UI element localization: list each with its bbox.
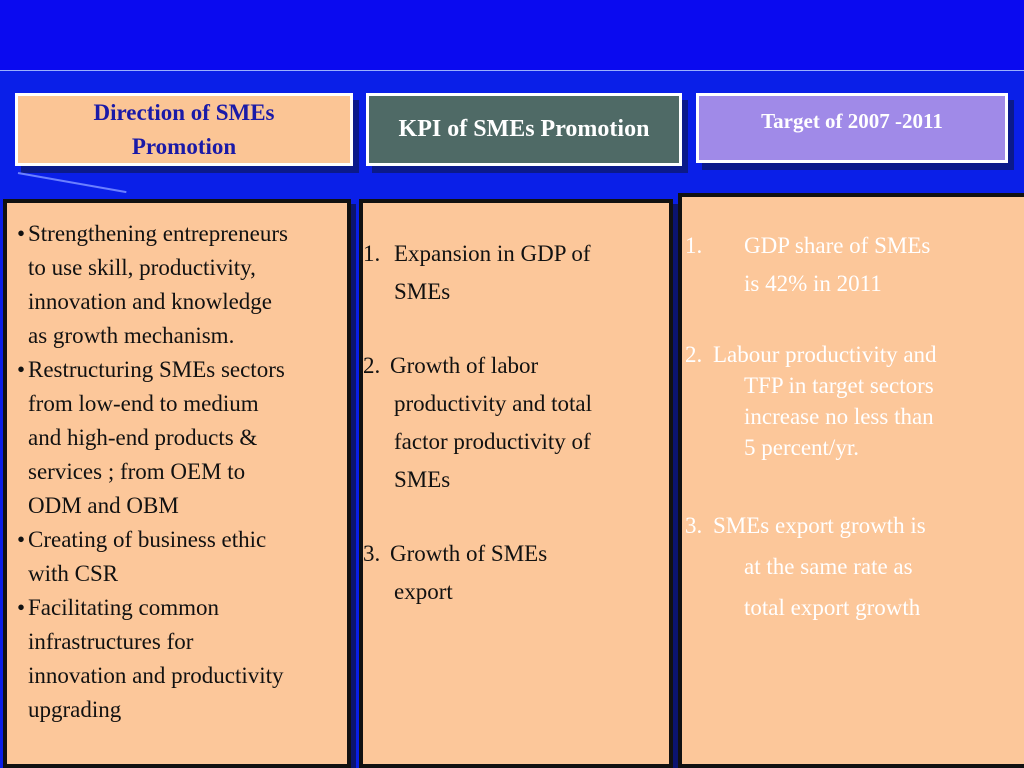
direction-item-line: innovation and knowledge	[28, 289, 273, 314]
direction-item: • Creating of business ethic with CSR	[17, 523, 352, 591]
target-line: total export growth	[744, 595, 921, 620]
direction-item: • Restructuring SMEs sectors from low-en…	[17, 353, 352, 523]
decorative-line	[17, 172, 127, 194]
title-bar	[0, 0, 1024, 71]
direction-item-line: services ; from OEM to	[28, 459, 246, 484]
target-number: 1.	[685, 233, 703, 258]
direction-item-line: to use skill, productivity,	[28, 255, 256, 280]
header-kpi: KPI of SMEs Promotion	[366, 93, 682, 166]
target-line: 5 percent/yr.	[744, 435, 859, 460]
kpi-line: export	[394, 579, 453, 604]
kpi-line: productivity and total	[394, 391, 593, 416]
direction-item-line: Strengthening entrepreneurs	[28, 221, 288, 246]
kpi-line: Growth of labor	[390, 353, 539, 378]
header-direction: Direction of SMEs Promotion	[15, 93, 353, 166]
direction-item-line: from low-end to medium	[28, 391, 259, 416]
target-line: GDP share of SMEs	[744, 233, 931, 258]
header-direction-line2: Promotion	[131, 133, 237, 159]
bullet-icon: •	[17, 595, 26, 620]
kpi-line: factor productivity of	[394, 429, 591, 454]
target-number: 3.	[685, 513, 703, 538]
direction-item: • Strengthening entrepreneurs to use ski…	[17, 217, 352, 353]
header-direction-line1: Direction of SMEs	[93, 99, 275, 125]
kpi-box	[359, 199, 673, 768]
direction-item-line: infrastructures for	[28, 629, 194, 654]
direction-box: • Strengthening entrepreneurs to use ski…	[3, 199, 351, 768]
direction-item-line: ODM and OBM	[28, 493, 179, 518]
header-kpi-label: KPI of SMEs Promotion	[398, 116, 650, 142]
bullet-icon: •	[17, 357, 26, 382]
direction-item-line: Restructuring SMEs sectors	[28, 357, 285, 382]
direction-item-line: upgrading	[28, 697, 122, 722]
bullet-icon: •	[17, 221, 26, 246]
header-target-label: Target of 2007 -2011	[761, 108, 943, 133]
direction-item-line: innovation and productivity	[28, 663, 284, 688]
target-line: is 42% in 2011	[744, 271, 882, 296]
direction-item: • Facilitating common infrastructures fo…	[17, 591, 352, 727]
direction-item-line: and high-end products &	[28, 425, 258, 450]
direction-list: • Strengthening entrepreneurs to use ski…	[17, 217, 352, 727]
kpi-number: 3.	[363, 541, 381, 566]
kpi-line: Expansion in GDP of	[394, 241, 591, 266]
kpi-number: 1.	[363, 241, 381, 266]
target-line: TFP in target sectors	[744, 373, 934, 398]
kpi-number: 2.	[363, 353, 381, 378]
direction-item-line: as growth mechanism.	[28, 323, 235, 348]
header-target: Target of 2007 -2011	[696, 93, 1008, 163]
target-line: Labour productivity and	[713, 342, 937, 367]
bullet-icon: •	[17, 527, 26, 552]
target-line: increase no less than	[744, 404, 934, 429]
target-box	[678, 193, 1024, 768]
target-line: SMEs export growth is	[713, 513, 926, 538]
kpi-line: SMEs	[394, 467, 451, 492]
direction-item-line: Facilitating common	[28, 595, 219, 620]
direction-item-line: Creating of business ethic	[28, 527, 267, 552]
target-number: 2.	[685, 342, 703, 367]
kpi-line: Growth of SMEs	[390, 541, 548, 566]
target-line: at the same rate as	[744, 554, 913, 579]
direction-item-line: with CSR	[28, 561, 119, 586]
kpi-line: SMEs	[394, 279, 451, 304]
